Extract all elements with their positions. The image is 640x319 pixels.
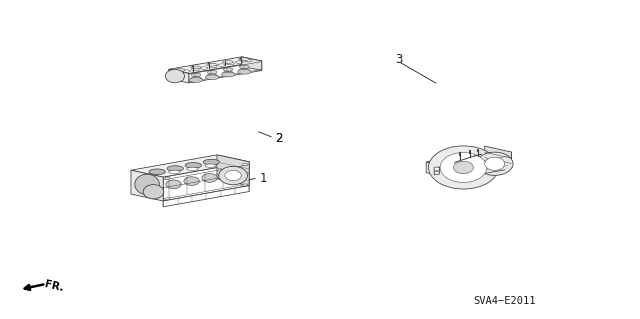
Polygon shape	[426, 162, 445, 177]
Ellipse shape	[243, 163, 248, 166]
Ellipse shape	[191, 66, 201, 69]
Text: SVA4−E2011: SVA4−E2011	[474, 296, 536, 306]
Ellipse shape	[165, 177, 170, 179]
Ellipse shape	[223, 71, 234, 75]
Ellipse shape	[239, 65, 249, 68]
Polygon shape	[242, 57, 262, 70]
Ellipse shape	[202, 174, 218, 182]
Ellipse shape	[239, 58, 249, 61]
Ellipse shape	[440, 152, 487, 182]
Ellipse shape	[435, 171, 439, 174]
Ellipse shape	[205, 164, 216, 167]
Polygon shape	[434, 167, 440, 175]
Ellipse shape	[207, 70, 217, 74]
Ellipse shape	[191, 68, 199, 71]
Ellipse shape	[135, 174, 159, 195]
Ellipse shape	[185, 162, 202, 168]
Polygon shape	[189, 61, 262, 83]
Ellipse shape	[207, 74, 218, 78]
Ellipse shape	[166, 180, 181, 189]
Ellipse shape	[167, 166, 184, 171]
Ellipse shape	[184, 177, 199, 185]
Ellipse shape	[205, 75, 219, 80]
Ellipse shape	[429, 146, 499, 189]
Polygon shape	[445, 152, 511, 178]
Ellipse shape	[221, 72, 235, 77]
Ellipse shape	[243, 184, 248, 186]
Ellipse shape	[143, 185, 164, 199]
Ellipse shape	[165, 198, 170, 200]
Text: 2: 2	[275, 132, 283, 145]
Ellipse shape	[200, 67, 208, 69]
Ellipse shape	[218, 64, 225, 66]
Ellipse shape	[484, 157, 505, 170]
Ellipse shape	[189, 78, 203, 82]
Polygon shape	[169, 57, 262, 73]
Ellipse shape	[169, 170, 180, 174]
Ellipse shape	[174, 69, 185, 71]
Text: 1: 1	[259, 172, 267, 185]
Ellipse shape	[209, 65, 217, 68]
Text: 2: 2	[275, 132, 283, 145]
Ellipse shape	[183, 70, 191, 72]
Polygon shape	[131, 170, 163, 201]
Ellipse shape	[435, 167, 439, 170]
Ellipse shape	[239, 68, 250, 72]
Ellipse shape	[207, 63, 217, 66]
Polygon shape	[163, 162, 249, 201]
Ellipse shape	[191, 73, 201, 77]
Ellipse shape	[223, 61, 233, 63]
Ellipse shape	[220, 170, 236, 179]
Ellipse shape	[237, 70, 251, 74]
Ellipse shape	[149, 169, 165, 174]
Ellipse shape	[165, 70, 184, 83]
Ellipse shape	[244, 59, 252, 62]
Polygon shape	[484, 146, 511, 167]
Ellipse shape	[225, 170, 241, 181]
Ellipse shape	[191, 77, 202, 80]
Ellipse shape	[476, 152, 513, 175]
Polygon shape	[217, 155, 249, 186]
Ellipse shape	[219, 166, 248, 185]
Ellipse shape	[454, 161, 474, 174]
Ellipse shape	[227, 63, 234, 65]
Ellipse shape	[223, 68, 233, 71]
Polygon shape	[163, 186, 249, 207]
Ellipse shape	[236, 61, 243, 63]
Ellipse shape	[203, 159, 220, 165]
Ellipse shape	[187, 167, 198, 170]
Text: 3: 3	[396, 53, 403, 65]
Polygon shape	[426, 149, 492, 166]
Polygon shape	[131, 155, 249, 177]
Polygon shape	[169, 69, 189, 83]
Text: FR.: FR.	[44, 279, 65, 293]
